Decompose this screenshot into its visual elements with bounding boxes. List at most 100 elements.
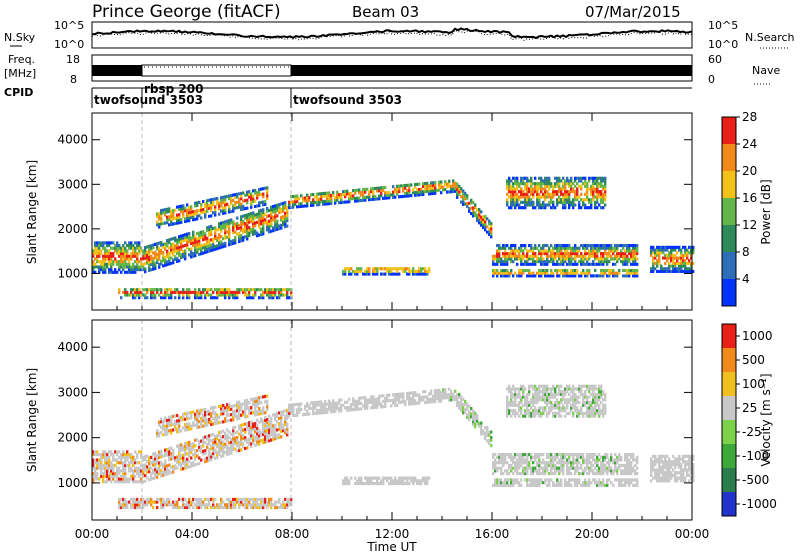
range-cell xyxy=(466,194,469,198)
range-cell xyxy=(416,188,419,192)
colorbar-segment xyxy=(722,279,736,306)
range-cell xyxy=(246,503,249,507)
range-cell xyxy=(178,245,181,249)
range-cell xyxy=(412,399,415,403)
range-cell xyxy=(552,192,555,196)
colorbar-tick-label: 28 xyxy=(742,110,757,124)
range-cell xyxy=(476,414,479,418)
range-cell xyxy=(458,187,461,191)
range-cell xyxy=(388,267,391,271)
range-cell xyxy=(504,257,507,261)
range-cell xyxy=(578,179,581,183)
range-cell xyxy=(160,420,163,424)
range-cell xyxy=(174,239,177,243)
range-cell xyxy=(160,452,163,456)
range-cell xyxy=(408,267,411,271)
range-cell xyxy=(306,198,309,203)
range-cell xyxy=(588,198,591,202)
range-cell xyxy=(188,505,191,510)
range-cell xyxy=(140,500,143,504)
range-cell xyxy=(666,256,669,260)
range-cell xyxy=(150,472,153,476)
range-cell xyxy=(294,413,297,417)
range-cell xyxy=(124,265,127,269)
range-cell xyxy=(102,463,105,468)
range-cell xyxy=(258,220,261,224)
range-cell xyxy=(186,237,189,242)
range-cell xyxy=(174,244,177,248)
range-cell xyxy=(208,293,211,297)
range-cell xyxy=(530,176,533,180)
range-cell xyxy=(100,463,103,468)
range-cell xyxy=(264,421,267,425)
range-cell xyxy=(602,252,605,256)
range-cell xyxy=(500,472,503,476)
range-cell xyxy=(284,420,287,424)
range-cell xyxy=(112,254,115,258)
range-cell xyxy=(394,187,397,191)
range-cell xyxy=(632,254,635,258)
range-cell xyxy=(186,417,189,421)
range-cell xyxy=(550,260,553,264)
range-cell xyxy=(232,437,235,441)
range-cell xyxy=(284,431,287,435)
range-cell xyxy=(420,269,423,273)
range-cell xyxy=(172,451,175,455)
range-cell xyxy=(212,497,215,501)
colorbar-tick-label: 24 xyxy=(742,137,757,151)
range-cell xyxy=(188,459,191,463)
range-cell xyxy=(546,254,549,258)
range-cell xyxy=(580,184,583,188)
range-cell xyxy=(220,245,223,249)
range-cell xyxy=(254,443,257,447)
range-cell xyxy=(220,497,223,501)
range-cell xyxy=(418,401,421,405)
range-cell xyxy=(228,210,231,214)
range-cell xyxy=(224,244,227,248)
range-cell xyxy=(618,244,621,248)
range-cell xyxy=(176,246,179,250)
range-cell xyxy=(108,455,111,459)
range-cell xyxy=(508,179,511,183)
range-cell xyxy=(412,269,415,273)
range-cell xyxy=(466,402,469,406)
range-cell xyxy=(314,411,317,415)
freq-label-2: [MHz] xyxy=(4,67,36,80)
range-cell xyxy=(106,249,109,253)
range-cell xyxy=(504,469,507,473)
range-cell xyxy=(604,184,607,188)
range-cell xyxy=(518,252,521,256)
range-cell xyxy=(658,253,661,257)
range-cell xyxy=(158,262,161,267)
range-cell xyxy=(172,247,175,251)
range-cell xyxy=(472,409,475,413)
nsearch-label: N.Search xyxy=(745,31,795,44)
range-cell xyxy=(382,399,385,403)
range-cell xyxy=(192,447,195,451)
range-cell xyxy=(262,505,265,510)
range-cell xyxy=(220,430,223,434)
range-cell xyxy=(496,466,499,470)
range-cell xyxy=(122,290,125,294)
range-cell xyxy=(148,250,151,254)
range-cell xyxy=(506,400,509,405)
range-cell xyxy=(252,216,255,220)
range-cell xyxy=(222,420,225,424)
range-cell xyxy=(536,184,539,188)
range-cell xyxy=(190,410,193,415)
range-cell xyxy=(526,200,529,204)
range-cell xyxy=(92,461,95,465)
range-cell xyxy=(140,290,143,294)
range-cell xyxy=(118,262,121,266)
range-cell xyxy=(184,257,187,261)
range-cell xyxy=(214,205,217,209)
range-cell xyxy=(604,257,607,261)
range-cell xyxy=(684,269,687,273)
range-cell xyxy=(206,437,209,441)
range-cell xyxy=(94,466,97,470)
range-cell xyxy=(124,246,127,250)
range-cell xyxy=(496,481,499,485)
range-cell xyxy=(502,458,505,462)
range-cell xyxy=(96,472,99,476)
range-cell xyxy=(220,438,223,442)
